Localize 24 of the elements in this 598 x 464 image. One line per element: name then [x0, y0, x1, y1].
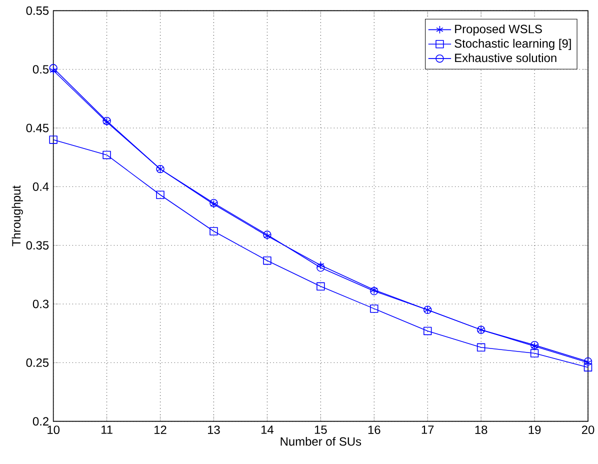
x-tick-label: 18 [475, 426, 488, 434]
x-tick-label: 14 [261, 426, 274, 434]
y-tick-label: 0.2 [32, 417, 48, 426]
x-tick-label: 13 [208, 426, 220, 434]
legend-label: Proposed WSLS [455, 24, 542, 36]
y-tick-label: 0.3 [32, 300, 49, 308]
x-tick-label: 19 [528, 426, 541, 434]
y-tick-label: 0.25 [26, 358, 49, 367]
legend-label: Stochastic learning [9] [454, 38, 571, 50]
x-axis-title: Number of SUs [280, 436, 362, 446]
x-tick-label: 20 [582, 426, 594, 434]
x-tick-label: 12 [154, 426, 166, 434]
y-axis-title: Throughput [12, 186, 23, 246]
x-tick-label: 10 [48, 426, 60, 434]
x-tick-label: 15 [314, 426, 327, 434]
legend-label: Exhaustive solution [455, 53, 556, 62]
x-tick-label: 16 [368, 426, 380, 434]
y-tick-label: 0.4 [32, 182, 49, 191]
y-tick-label: 0.5 [32, 65, 49, 74]
y-tick-label: 0.35 [26, 241, 49, 250]
y-tick-label: 0.45 [26, 124, 49, 132]
x-tick-label: 17 [422, 426, 434, 434]
x-tick-label: 11 [102, 426, 112, 434]
y-tick-label: 0.55 [26, 6, 49, 15]
